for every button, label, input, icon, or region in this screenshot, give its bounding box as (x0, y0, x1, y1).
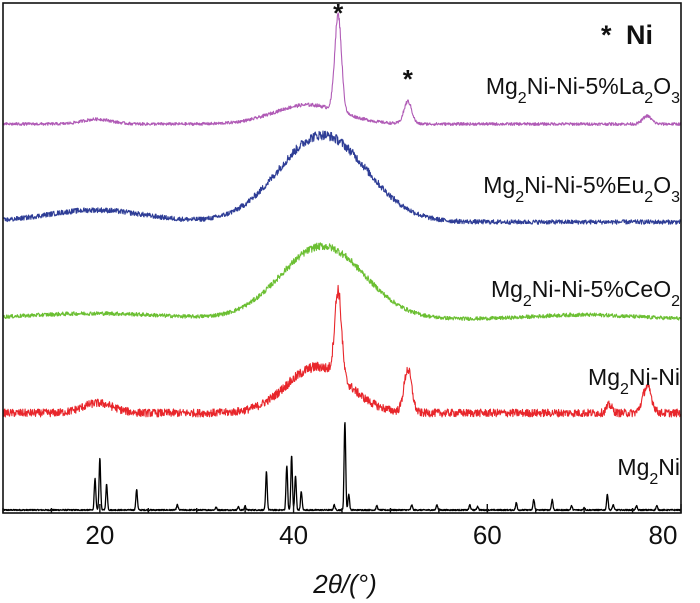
series-mg2ni (2, 421, 682, 512)
series-mg2ni-ni-5-ceo2 (2, 242, 682, 321)
legend-label: Ni (626, 20, 653, 50)
series-label: Mg2Ni-Ni (588, 364, 680, 398)
series-line (2, 130, 682, 225)
peak-marker: * (403, 64, 414, 94)
x-tick-label: 20 (85, 520, 114, 550)
peak-marker: * (333, 0, 344, 28)
series-label: Mg2Ni-Ni-5%La2O3 (486, 73, 680, 107)
series-mg2ni-ni (2, 284, 682, 418)
x-tick-label: 80 (649, 520, 678, 550)
series-label: Mg2Ni-Ni-5%Eu2O3 (483, 172, 680, 206)
series-mg2ni-ni-5-eu2o3 (2, 130, 682, 225)
legend: * Ni (601, 20, 653, 50)
series-mg2ni-ni-5-la2o3 (2, 12, 682, 126)
peak-markers: ** (333, 0, 414, 94)
x-axis: 2θ/(°) 20 40 60 80 (2, 504, 682, 599)
series-line (2, 242, 682, 321)
x-axis-label: 2θ/(°) (312, 569, 377, 599)
legend-symbol: * (601, 20, 612, 50)
series-line (2, 421, 682, 512)
series-line (2, 12, 682, 126)
series-label: Mg2Ni-Ni-5%CeO2 (491, 276, 680, 310)
series-label: Mg2Ni (617, 454, 680, 488)
series-line (2, 284, 682, 418)
series-labels: Mg2Ni Mg2Ni-Ni Mg2Ni-Ni-5%CeO2 Mg2Ni-Ni-5%E… (483, 73, 680, 488)
x-tick-label: 60 (473, 520, 502, 550)
x-tick-label: 40 (279, 520, 308, 550)
